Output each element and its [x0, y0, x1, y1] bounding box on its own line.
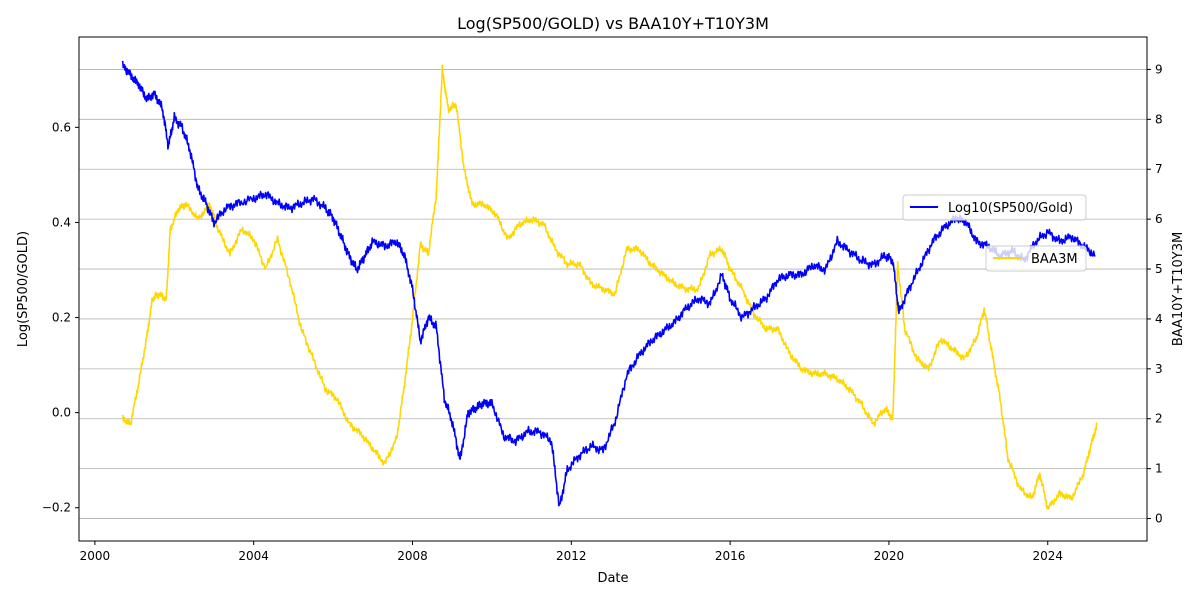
- x-axis-ticks: 2000 2004 2008 2012 2016 2020 2024: [80, 541, 1063, 563]
- right-y-tick-label-8: 8: [1155, 112, 1163, 126]
- left-y-axis-title: Log(SP500/GOLD): [16, 231, 31, 347]
- legend-left-series: Log10(SP500/Gold): [902, 194, 1087, 221]
- right-y-tick-label-6: 6: [1155, 212, 1163, 226]
- chart-title: Log(SP500/GOLD) vs BAA10Y+T10Y3M: [457, 14, 769, 33]
- right-y-tick-label-5: 5: [1155, 262, 1163, 276]
- left-y-tick-label-4: 0.6: [52, 120, 71, 134]
- plot-frame: [78, 36, 1148, 542]
- right-y-tick-label-3: 3: [1155, 362, 1163, 376]
- x-tick-label-3: 2012: [556, 549, 587, 563]
- x-tick-label-4: 2016: [715, 549, 746, 563]
- legend-left-frame: [902, 194, 1087, 221]
- legend-right-label: BAA3M: [1031, 252, 1078, 267]
- legend-left-label: Log10(SP500/Gold): [948, 201, 1073, 216]
- legend-right-frame: [985, 245, 1087, 272]
- series-log10-sp500-gold-line: [121, 60, 1096, 507]
- right-y-axis-ticks: 0 1 2 3 4 5 6 7 8 9: [1147, 62, 1163, 526]
- left-y-axis-ticks: −0.2 0.0 0.2 0.4 0.6: [42, 120, 79, 515]
- x-tick-label-6: 2024: [1032, 549, 1063, 563]
- left-y-tick-label-1: 0.0: [52, 406, 71, 420]
- right-y-tick-label-9: 9: [1155, 62, 1163, 76]
- right-y-tick-label-0: 0: [1155, 512, 1163, 526]
- grid-layer: [79, 69, 1147, 519]
- x-tick-label-2: 2008: [397, 549, 428, 563]
- left-y-tick-label-3: 0.4: [52, 215, 71, 229]
- series-layer: [121, 60, 1098, 510]
- left-y-tick-label-2: 0.2: [52, 311, 71, 325]
- x-axis-title: Date: [597, 571, 628, 586]
- right-y-tick-label-7: 7: [1155, 162, 1163, 176]
- right-y-tick-label-2: 2: [1155, 412, 1163, 426]
- legend-right-series: BAA3M: [985, 245, 1087, 272]
- left-y-tick-label-0: −0.2: [42, 501, 71, 515]
- right-y-tick-label-4: 4: [1155, 312, 1163, 326]
- right-y-axis-title: BAA10Y+T10Y3M: [1171, 232, 1186, 346]
- x-tick-label-0: 2000: [80, 549, 111, 563]
- x-tick-label-5: 2020: [874, 549, 905, 563]
- series-baa3m-line: [121, 64, 1098, 510]
- x-tick-label-1: 2004: [238, 549, 269, 563]
- right-y-tick-label-1: 1: [1155, 462, 1163, 476]
